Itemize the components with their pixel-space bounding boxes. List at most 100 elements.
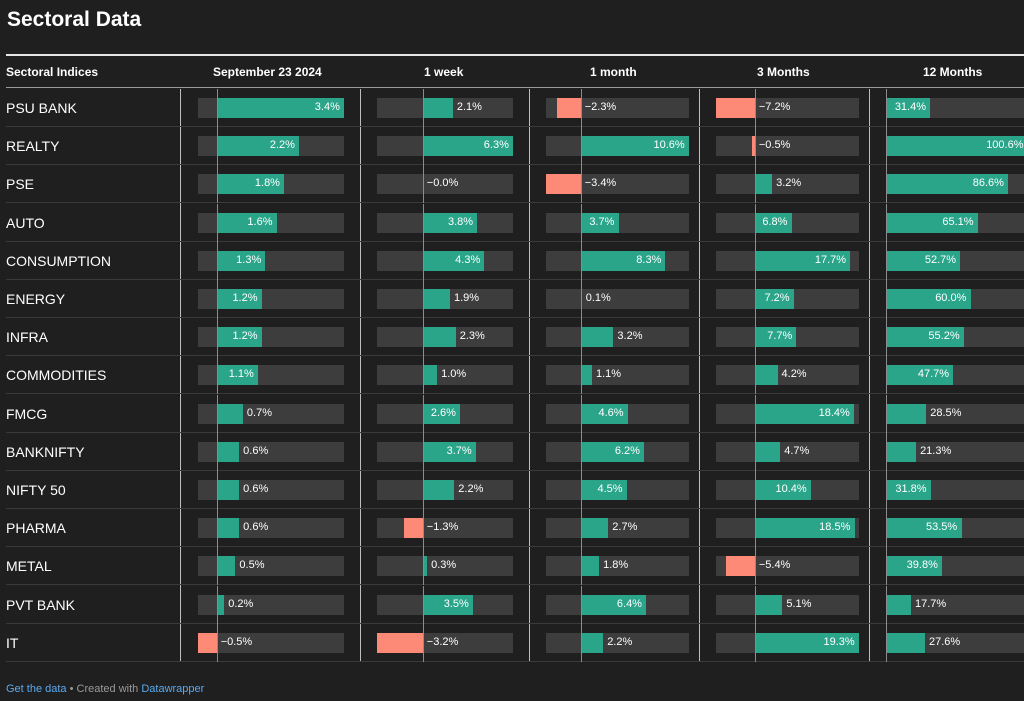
data-bar — [216, 174, 285, 195]
value-label: 1.0% — [441, 368, 467, 381]
zero-line — [422, 241, 424, 280]
value-label: 10.4% — [775, 483, 807, 495]
bar-track: 4.6% — [546, 394, 689, 433]
zero-line — [422, 394, 424, 433]
bar-track: 0.6% — [198, 509, 344, 548]
data-bar — [216, 441, 240, 462]
zero-line — [580, 127, 582, 166]
table-row: PSE 1.8% −0.0% −3.4% 3.2% 86.6% — [6, 165, 1024, 204]
data-bar — [752, 136, 755, 157]
value-label: 1.1% — [595, 368, 622, 381]
value-label: 0.5% — [239, 559, 265, 572]
bar-track: 28.5% — [886, 394, 1024, 433]
zero-line — [580, 509, 582, 548]
value-label: 18.5% — [819, 521, 851, 534]
value-label: 0.6% — [243, 483, 269, 495]
value-label: −7.2% — [758, 101, 791, 113]
bar-track: 55.2% — [886, 318, 1024, 357]
get-data-link[interactable]: Get the data — [6, 683, 67, 695]
bar-track: 53.5% — [886, 509, 1024, 548]
value-label: −3.4% — [584, 177, 617, 190]
value-label: 3.7% — [446, 444, 472, 457]
sector-label: COMMODITIES — [6, 367, 107, 384]
zero-line — [422, 356, 424, 395]
zero-line — [422, 203, 424, 242]
table-row: NIFTY 50 0.6% 2.2% 4.5% 10.4% 31.8% — [6, 471, 1024, 509]
data-bar — [725, 556, 755, 577]
data-bar — [886, 403, 927, 424]
value-label: −1.3% — [426, 521, 459, 534]
bar-track: 3.2% — [716, 165, 859, 204]
sector-label: PSU BANK — [6, 100, 77, 116]
bar-track: −0.5% — [716, 127, 859, 166]
data-bar — [422, 403, 461, 424]
value-label: 3.2% — [776, 177, 802, 190]
zero-line — [216, 623, 218, 662]
bar-track: 6.4% — [546, 585, 689, 624]
bar-track: −7.2% — [716, 89, 859, 127]
value-label: 2.2% — [607, 635, 633, 648]
zero-line — [754, 318, 756, 357]
zero-line — [216, 127, 218, 166]
value-label: 1.2% — [232, 330, 258, 343]
bar-track: 4.3% — [377, 241, 513, 280]
bar-track: 4.7% — [716, 432, 859, 471]
zero-line — [216, 89, 218, 127]
data-bar — [216, 250, 266, 271]
sector-label: CONSUMPTION — [6, 252, 111, 269]
bar-track: 6.8% — [716, 203, 859, 242]
bar-track: 6.2% — [546, 432, 689, 471]
column-separator — [180, 89, 181, 661]
header-col-day: September 23 2024 — [213, 65, 322, 79]
data-bar — [886, 632, 925, 653]
zero-line — [886, 394, 887, 433]
data-bar — [216, 594, 225, 615]
zero-line — [886, 241, 887, 280]
sector-label: REALTY — [6, 138, 60, 155]
table-header: Sectoral Indices September 23 2024 1 wee… — [6, 56, 1024, 88]
data-bar — [754, 594, 783, 615]
zero-line — [886, 280, 887, 318]
value-label: −3.2% — [426, 635, 459, 648]
bar-track: −1.3% — [377, 509, 513, 548]
bar-track: 1.6% — [198, 203, 344, 242]
data-bar — [886, 441, 917, 462]
zero-line — [886, 471, 887, 509]
bar-track: 47.7% — [886, 356, 1024, 395]
zero-line — [886, 318, 887, 357]
data-bar — [216, 327, 262, 348]
zero-line — [886, 127, 887, 166]
zero-line — [754, 241, 756, 280]
value-label: 31.4% — [894, 101, 927, 113]
data-bar — [580, 518, 609, 539]
value-label: 6.3% — [483, 139, 509, 152]
bar-track: 19.3% — [716, 623, 859, 662]
bar-track: 7.2% — [716, 280, 859, 318]
data-bar — [580, 632, 604, 653]
zero-line — [216, 318, 218, 357]
data-bar — [886, 174, 1009, 195]
value-label: 2.3% — [459, 330, 485, 343]
zero-line — [422, 509, 424, 548]
data-bar — [580, 327, 614, 348]
zero-line — [580, 394, 582, 433]
value-label: 3.5% — [443, 597, 469, 610]
title-divider — [6, 54, 1024, 56]
data-bar — [216, 212, 277, 233]
data-bar — [216, 98, 344, 118]
bar-track: 7.7% — [716, 318, 859, 357]
data-bar — [580, 480, 627, 500]
chart-title: Sectoral Data — [7, 8, 142, 31]
data-bar — [580, 441, 645, 462]
sector-label: PVT BANK — [6, 596, 75, 613]
value-label: 4.2% — [781, 368, 807, 381]
zero-line — [422, 127, 424, 166]
datawrapper-link[interactable]: Datawrapper — [141, 683, 205, 695]
data-bar — [886, 212, 978, 233]
bar-track: −0.0% — [377, 165, 513, 204]
bar-track: 10.4% — [716, 471, 859, 509]
zero-line — [886, 585, 887, 624]
value-label: 2.2% — [458, 483, 484, 495]
value-label: 2.6% — [430, 406, 456, 419]
bar-track: 31.8% — [886, 471, 1024, 509]
